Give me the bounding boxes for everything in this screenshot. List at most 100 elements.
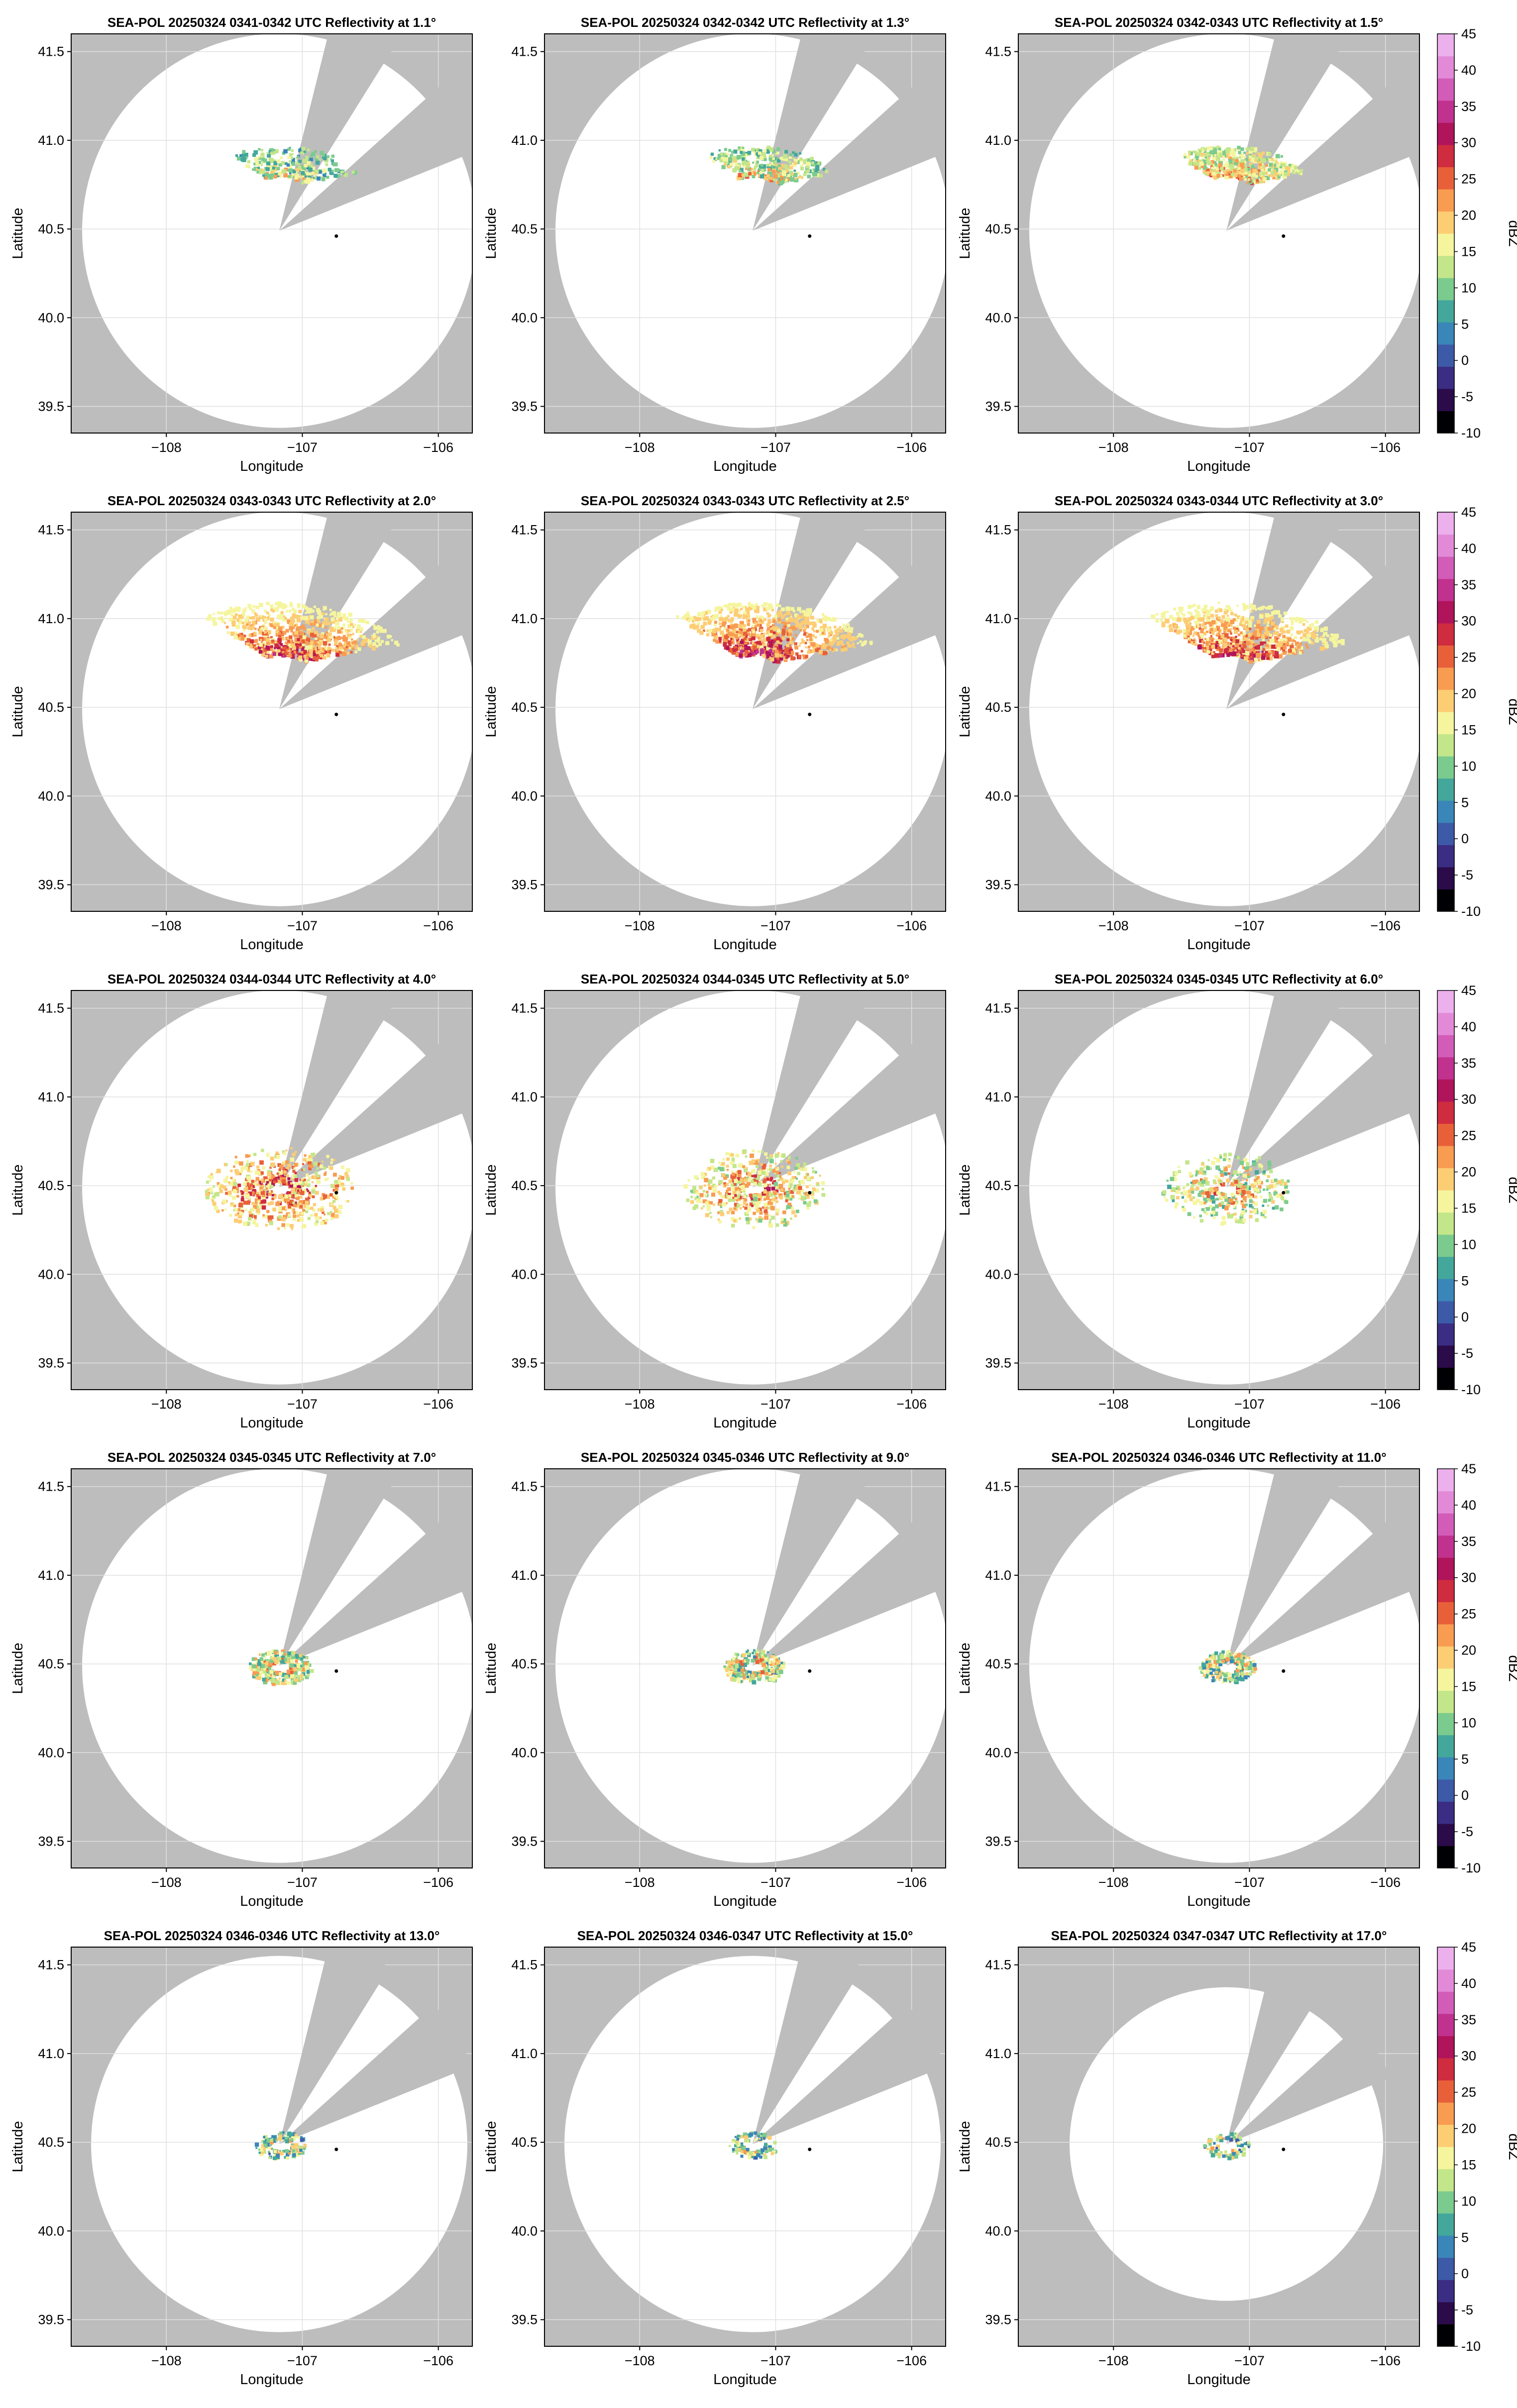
x-axis-label: Longitude [713, 1415, 776, 1431]
y-tick-label: 39.5 [985, 877, 1011, 892]
colorbar-tick-label: 0 [1461, 353, 1469, 368]
site-marker [334, 234, 338, 238]
blocked-sector [279, 1520, 472, 1666]
blocked-sector [1226, 1469, 1342, 1666]
x-axis-label: Longitude [240, 1893, 303, 1909]
y-tick-label: 41.5 [511, 44, 538, 59]
colorbar-tick-label: 25 [1461, 1607, 1476, 1622]
colorbar-tick-label: 5 [1461, 795, 1469, 810]
y-tick-label: 40.0 [511, 788, 538, 803]
y-tick-label: 40.0 [38, 1267, 64, 1282]
colorbar-tick-label: 40 [1461, 1498, 1476, 1513]
colorbar-tick-label: 25 [1461, 2085, 1476, 2100]
y-axis-label: Latitude [483, 1642, 499, 1694]
y-tick-label: 40.0 [985, 2223, 1011, 2238]
radar-panel: −108 −107 −106 41.5 41.0 40.5 40.0 39.5 Longitud… [10, 1928, 473, 2388]
colorbar-tick-label: 15 [1461, 2157, 1476, 2172]
site-marker [1282, 712, 1286, 716]
x-axis-label: Longitude [1187, 2372, 1250, 2388]
reflectivity-echo [249, 1649, 314, 1686]
colorbar-tick-label: 10 [1461, 2193, 1476, 2208]
x-tick-label: −106 [896, 2353, 927, 2368]
y-tick-label: 40.0 [511, 1267, 538, 1282]
site-marker [334, 712, 338, 716]
y-tick-label: 40.5 [511, 1656, 538, 1671]
plot-frame [71, 990, 473, 1390]
colorbar-tick-label: 20 [1461, 1165, 1476, 1180]
plot-frame [544, 1468, 946, 1868]
colorbar-tick-label: 40 [1461, 541, 1476, 556]
colorbar-tick-label: 15 [1461, 722, 1476, 737]
panel-title: SEA-POL 20250324 0346-0346 UTC Reflectiv… [1051, 1450, 1386, 1465]
colorbar-tick-label: 0 [1461, 1788, 1469, 1803]
colorbar-tick-label: 30 [1461, 614, 1476, 629]
panel-title: SEA-POL 20250324 0342-0343 UTC Reflectiv… [1055, 15, 1383, 30]
y-tick-label: 41.5 [985, 44, 1011, 59]
y-tick-label: 39.5 [985, 1834, 1011, 1849]
x-tick-label: −108 [1098, 1397, 1129, 1412]
panel-title: SEA-POL 20250324 0344-0345 UTC Reflectiv… [581, 972, 909, 986]
x-axis-label: Longitude [1187, 1893, 1250, 1909]
y-axis-label: Latitude [10, 208, 26, 259]
radar-panel: −108 −107 −106 41.5 41.0 40.5 40.0 39.5 Longitud… [483, 1928, 946, 2388]
colorbar: 45 40 35 30 25 20 15 10 5 0 -5 -10 dBZ [1437, 1461, 1517, 1875]
coverage-area [1029, 1469, 1419, 1863]
colorbar-tick-label: 30 [1461, 2049, 1476, 2064]
x-axis-label: Longitude [240, 458, 303, 474]
radar-panel: −108 −107 −106 41.5 41.0 40.5 40.0 39.5 Longitud… [483, 15, 946, 474]
radar-panel: −108 −107 −106 41.5 41.0 40.5 40.0 39.5 Longitud… [10, 15, 473, 474]
blocked-sector [1226, 1520, 1419, 1666]
site-marker [334, 2147, 338, 2151]
x-tick-label: −108 [151, 1875, 182, 1890]
panel-title: SEA-POL 20250324 0343-0343 UTC Reflectiv… [108, 493, 436, 508]
x-axis-label: Longitude [240, 1415, 303, 1431]
y-axis-label: Latitude [957, 686, 973, 737]
colorbar-tick-label: -10 [1461, 1382, 1481, 1397]
x-tick-label: −107 [1234, 1397, 1265, 1412]
x-tick-label: −106 [423, 918, 453, 933]
x-tick-label: −107 [760, 1397, 791, 1412]
x-tick-label: −106 [896, 1875, 927, 1890]
plot-frame [1018, 33, 1420, 434]
panel-title: SEA-POL 20250324 0345-0346 UTC Reflectiv… [581, 1450, 909, 1465]
colorbar-tick-label: -10 [1461, 904, 1481, 919]
panel-title: SEA-POL 20250324 0345-0345 UTC Reflectiv… [1055, 972, 1383, 986]
x-tick-label: −108 [625, 2353, 655, 2368]
site-marker [808, 234, 812, 238]
plot-frame [71, 1468, 473, 1868]
y-axis-label: Latitude [10, 2121, 26, 2172]
colorbar-label: dBZ [1506, 220, 1517, 246]
blocked-sector [279, 1042, 472, 1188]
colorbar-tick-label: 10 [1461, 280, 1476, 295]
x-tick-label: −108 [1098, 2353, 1129, 2368]
x-tick-label: −108 [625, 440, 655, 455]
colorbar-tick-label: 10 [1461, 1715, 1476, 1730]
x-axis-label: Longitude [713, 2372, 776, 2388]
reflectivity-echo [1151, 601, 1345, 664]
colorbar-tick-label: 45 [1461, 983, 1476, 998]
reflectivity-echo [1183, 145, 1303, 185]
y-axis-label: Latitude [483, 686, 499, 737]
coverage-area [82, 990, 472, 1385]
y-axis-label: Latitude [483, 1164, 499, 1215]
y-tick-label: 40.0 [985, 1745, 1011, 1760]
y-tick-label: 40.5 [511, 2135, 538, 2150]
x-tick-label: −107 [1234, 2353, 1265, 2368]
colorbar-tick-label: 45 [1461, 505, 1476, 520]
colorbar-tick-label: 35 [1461, 577, 1476, 592]
coverage-area [82, 1469, 472, 1863]
y-tick-label: 39.5 [985, 1356, 1011, 1371]
colorbar: 45 40 35 30 25 20 15 10 5 0 -5 -10 dBZ [1437, 983, 1517, 1397]
colorbar-tick-label: 45 [1461, 26, 1476, 41]
y-tick-label: 39.5 [511, 877, 538, 892]
y-tick-label: 41.5 [38, 44, 64, 59]
colorbar-tick-label: 5 [1461, 1751, 1469, 1766]
y-tick-label: 39.5 [38, 399, 64, 414]
x-tick-label: −106 [1370, 440, 1401, 455]
y-tick-label: 41.0 [38, 611, 64, 626]
y-tick-label: 39.5 [511, 2312, 538, 2327]
x-tick-label: −107 [287, 1397, 318, 1412]
y-tick-label: 39.5 [511, 399, 538, 414]
colorbar-tick-label: 30 [1461, 135, 1476, 150]
y-tick-label: 41.5 [38, 1958, 64, 1972]
